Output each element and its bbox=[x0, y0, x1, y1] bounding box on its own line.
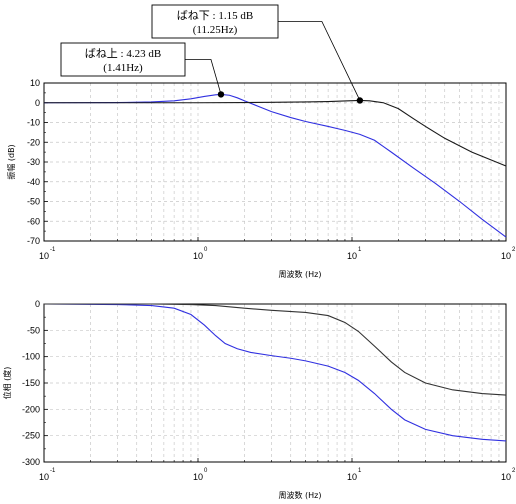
x-tick-exponent: -1 bbox=[50, 247, 56, 253]
y-tick-label: -10 bbox=[27, 118, 40, 128]
series-line-1 bbox=[43, 93, 507, 238]
x-tick-base: 10 bbox=[347, 472, 357, 482]
y-tick-label: -30 bbox=[27, 157, 40, 167]
x-tick-label: 100 bbox=[193, 247, 208, 261]
x-tick-exponent: 2 bbox=[512, 247, 516, 253]
x-tick-base: 10 bbox=[193, 472, 203, 482]
x-tick-label: 10-1 bbox=[39, 247, 56, 261]
y-tick-label: -50 bbox=[27, 325, 40, 335]
annotation-label: ばね下 : 1.15 dB bbox=[177, 9, 253, 22]
y-tick-label: -150 bbox=[22, 378, 40, 388]
annotation-frequency: (11.25Hz) bbox=[193, 24, 238, 36]
y-tick-label: -60 bbox=[27, 216, 40, 226]
x-tick-exponent: 1 bbox=[358, 468, 362, 474]
magnitude-plot: 100-10-20-30-40-50-60-7010-1100101102周波数… bbox=[6, 4, 516, 279]
annotation-label: ばね上 : 4.23 dB bbox=[85, 47, 161, 60]
x-tick-label: 10-1 bbox=[39, 468, 56, 482]
annotation-leader bbox=[185, 59, 222, 95]
x-tick-label: 100 bbox=[193, 468, 208, 482]
y-tick-label: 10 bbox=[30, 78, 40, 88]
x-tick-exponent: 0 bbox=[204, 468, 208, 474]
y-tick-label: -300 bbox=[22, 457, 40, 467]
x-tick-exponent: 2 bbox=[512, 468, 516, 474]
annotation-leader bbox=[278, 21, 361, 101]
y-tick-label: -40 bbox=[27, 177, 40, 187]
x-tick-base: 10 bbox=[39, 472, 49, 482]
y-tick-label: 0 bbox=[35, 299, 40, 309]
annotation-box bbox=[60, 42, 186, 77]
y-tick-label: -50 bbox=[27, 197, 40, 207]
x-tick-exponent: -1 bbox=[50, 468, 56, 474]
y-tick-label: -100 bbox=[22, 352, 40, 362]
y-axis-title: 振幅 (dB) bbox=[6, 144, 16, 179]
peak-marker bbox=[217, 91, 225, 98]
x-tick-label: 101 bbox=[347, 247, 362, 261]
annotation-1: ばね上 : 4.23 dB (1.41Hz) bbox=[60, 42, 225, 98]
y-tick-label: -250 bbox=[22, 431, 40, 441]
x-axis-title: 周波数 (Hz) bbox=[279, 490, 322, 500]
peak-marker bbox=[356, 97, 364, 104]
x-axis-title: 周波数 (Hz) bbox=[279, 269, 322, 279]
series-line-1 bbox=[43, 303, 507, 442]
x-tick-base: 10 bbox=[501, 472, 511, 482]
x-tick-base: 10 bbox=[347, 251, 357, 261]
y-axis-title: 位相 (度) bbox=[2, 367, 12, 400]
annotation-box bbox=[151, 4, 279, 39]
y-tick-label: -20 bbox=[27, 137, 40, 147]
y-tick-label: 0 bbox=[35, 98, 40, 108]
annotation-frequency: (1.41Hz) bbox=[103, 62, 143, 74]
annotation-2: ばね下 : 1.15 dB (11.25Hz) bbox=[151, 4, 364, 104]
y-tick-label: -70 bbox=[27, 236, 40, 246]
x-tick-base: 10 bbox=[193, 251, 203, 261]
x-tick-label: 101 bbox=[347, 468, 362, 482]
x-tick-base: 10 bbox=[501, 251, 511, 261]
y-tick-label: -200 bbox=[22, 404, 40, 414]
x-tick-label: 102 bbox=[501, 247, 516, 261]
phase-plot: 0-50-100-150-200-250-30010-1100101102周波数… bbox=[2, 299, 516, 500]
x-tick-exponent: 0 bbox=[204, 247, 208, 253]
series-line-2 bbox=[44, 303, 507, 396]
x-tick-exponent: 1 bbox=[358, 247, 362, 253]
x-tick-base: 10 bbox=[39, 251, 49, 261]
x-tick-label: 102 bbox=[501, 468, 516, 482]
